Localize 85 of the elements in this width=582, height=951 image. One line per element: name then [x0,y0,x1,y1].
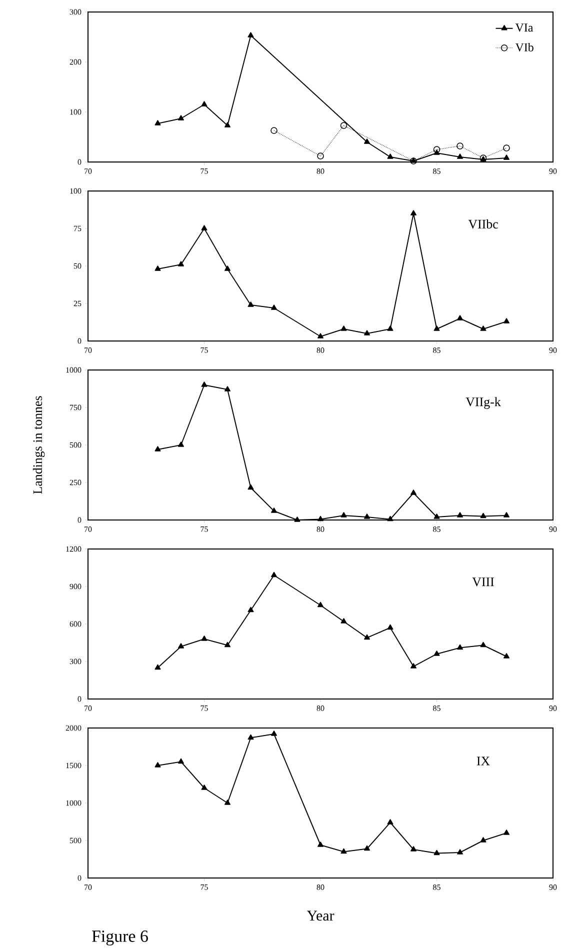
point [178,442,184,447]
point [364,514,370,519]
point [457,644,463,650]
point [504,830,510,835]
point [434,650,440,656]
point [340,122,348,129]
point [340,848,347,854]
point [294,516,300,522]
point [434,514,440,519]
point [318,333,324,338]
text: VIIg-k [466,397,501,409]
point [154,446,161,452]
point [504,512,510,518]
point [433,146,440,153]
point [154,664,161,670]
point [410,663,416,668]
point [480,512,486,518]
point [340,326,347,331]
point [224,122,230,128]
point [248,734,254,740]
point [248,484,254,490]
point [271,508,277,513]
point [504,318,510,324]
point [201,382,208,387]
point [457,154,463,159]
point [364,330,370,336]
point [271,572,277,578]
point [248,32,254,38]
point [387,819,394,824]
y-axis-title: Landings in tonnes [32,396,45,494]
legend-label: VIb [515,42,534,52]
point [387,154,394,159]
point [271,730,277,736]
point [364,845,370,851]
text: VIIbc [468,219,498,229]
point [224,266,230,271]
point [387,624,394,630]
point [340,618,347,624]
point [178,643,184,648]
point [434,850,440,856]
point [434,326,440,331]
point [480,326,486,331]
point [178,261,184,266]
point [340,512,347,518]
point [154,266,161,271]
point [364,634,370,640]
point [504,653,510,658]
point [154,762,161,768]
point [318,516,324,522]
legend-label: VIa [515,24,534,32]
text: VIII [472,578,494,586]
point [224,642,230,648]
text: IX [476,756,490,766]
point [318,842,324,847]
point [178,115,184,120]
point [456,142,464,150]
point [270,127,278,134]
point [480,642,486,648]
point [248,606,254,612]
point [410,846,416,852]
point [271,304,277,310]
point [224,386,230,392]
point [364,138,370,144]
point [504,154,510,160]
point [201,636,208,641]
point [410,490,416,495]
point [224,800,230,805]
point [457,512,463,518]
point [318,602,324,608]
x-axis-title: Year [306,910,334,921]
point [201,225,208,230]
point [387,516,394,522]
point [457,849,463,854]
point [410,210,416,216]
point [387,326,394,331]
point [201,784,208,790]
point [178,758,184,764]
point [154,120,161,126]
point [248,302,254,307]
point [201,101,208,106]
caption: Figure 6 [92,930,148,946]
point [503,144,510,152]
point [317,152,324,160]
point [457,315,463,320]
point [480,837,486,842]
